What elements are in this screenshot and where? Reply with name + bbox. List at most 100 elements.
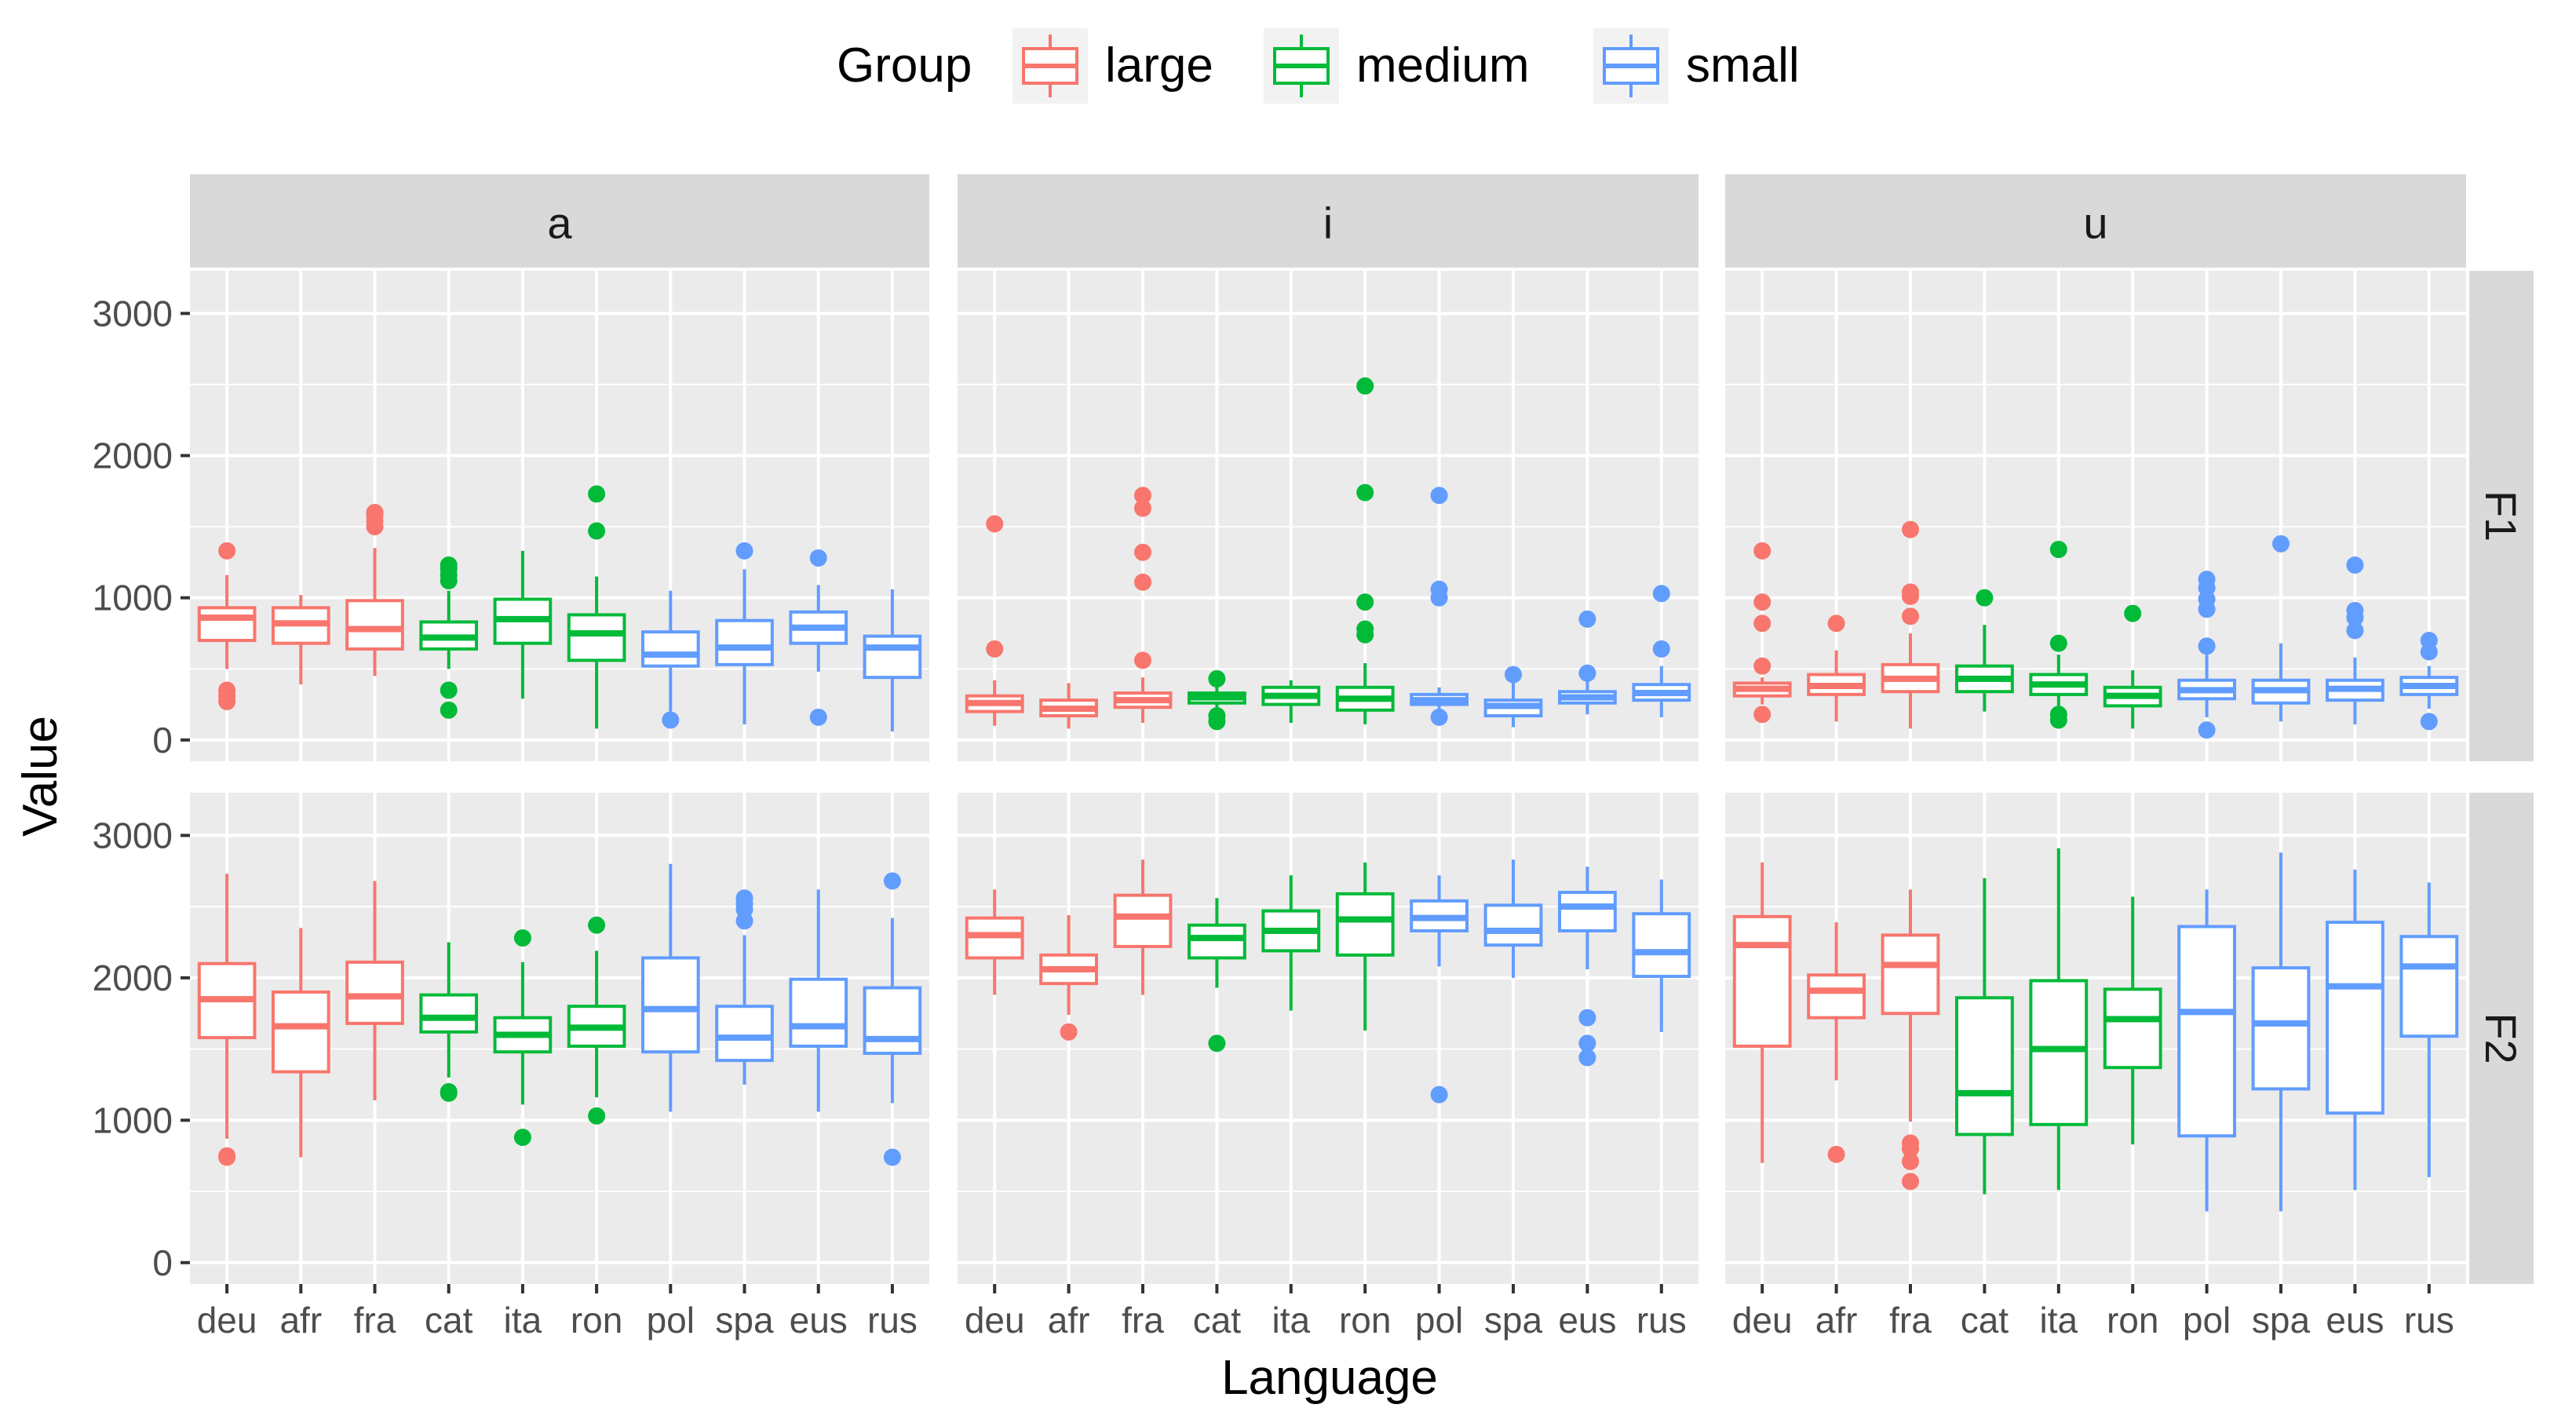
- x-tick-label: ita: [504, 1300, 542, 1341]
- outlier-point: [1902, 1140, 1919, 1158]
- outlier-point: [2049, 711, 2067, 729]
- box-fra: [345, 503, 404, 677]
- x-tick-label: pol: [647, 1300, 695, 1341]
- box-ron: [567, 916, 626, 1125]
- box-pol: [640, 863, 700, 1112]
- box-iqr: [789, 977, 848, 1048]
- outlier-point: [1652, 640, 1670, 658]
- y-tick-label: 0: [152, 720, 173, 761]
- outlier-point: [2124, 604, 2142, 622]
- panel-i-F1: [958, 271, 1698, 761]
- outlier-point: [883, 872, 901, 890]
- panel-background: [190, 271, 929, 761]
- box-pol: [1410, 875, 1469, 1103]
- outlier-point: [2049, 634, 2067, 652]
- outlier-point: [588, 916, 606, 934]
- box-eus: [1558, 866, 1617, 1067]
- x-axis-title: Language: [1221, 1351, 1438, 1405]
- box-afr: [1039, 683, 1098, 729]
- box-ita: [493, 929, 553, 1147]
- box-spa: [715, 889, 774, 1085]
- box-spa: [2251, 852, 2311, 1212]
- box-iqr: [715, 1005, 774, 1063]
- box-iqr: [1807, 973, 1866, 1020]
- x-tick-label: cat: [1961, 1300, 2009, 1341]
- box-ron: [2103, 896, 2162, 1145]
- outlier-point: [2049, 541, 2067, 559]
- facet-strip-F2: [2469, 793, 2534, 1284]
- box-cat: [419, 942, 479, 1102]
- box-iqr: [345, 599, 404, 651]
- legend-key-small: small: [1593, 28, 1800, 104]
- box-ita: [493, 550, 553, 699]
- facet-panels: [190, 271, 2466, 1284]
- panel-u-F1: [1725, 271, 2466, 761]
- outlier-point: [809, 549, 827, 567]
- panel-a-F2: [190, 793, 929, 1284]
- x-tick-label: eus: [790, 1300, 848, 1341]
- box-deu: [197, 874, 257, 1166]
- x-tick-label: eus: [2326, 1300, 2384, 1341]
- box-ron: [567, 485, 626, 729]
- outlier-point: [2420, 643, 2438, 661]
- box-iqr: [567, 613, 626, 662]
- outlier-point: [440, 571, 458, 589]
- box-iqr: [1335, 892, 1395, 957]
- outlier-point: [662, 711, 680, 729]
- y-tick-label: 1000: [93, 578, 173, 618]
- outlier-point: [1827, 615, 1845, 633]
- outlier-point: [2198, 721, 2216, 739]
- box-afr: [271, 928, 330, 1158]
- x-tick-label: deu: [1732, 1300, 1793, 1341]
- outlier-point: [1430, 487, 1448, 505]
- box-ron: [1335, 862, 1395, 1031]
- x-tick-label: rus: [2404, 1300, 2454, 1341]
- x-axis-ticks: deu afr fra cat ita ron pol spa eus rus deu afr fra c…: [197, 1284, 2454, 1341]
- outlier-point: [513, 1129, 531, 1147]
- box-iqr: [2029, 979, 2089, 1126]
- box-iqr: [2326, 921, 2384, 1115]
- x-tick-label: rus: [1636, 1300, 1687, 1341]
- legend-key-medium: medium: [1264, 28, 1530, 104]
- box-iqr: [715, 618, 774, 666]
- x-tick-label: spa: [715, 1300, 774, 1341]
- x-tick-label: ita: [2040, 1300, 2078, 1341]
- x-tick-label: deu: [965, 1300, 1025, 1341]
- box-iqr: [419, 993, 479, 1034]
- box-rus: [2399, 632, 2459, 731]
- outlier-point: [440, 701, 458, 719]
- outlier-point: [2198, 600, 2216, 618]
- y-tick-label: 2000: [93, 958, 173, 998]
- box-rus: [1632, 879, 1691, 1032]
- outlier-point: [1578, 610, 1596, 628]
- y-tick-label: 3000: [93, 815, 173, 855]
- facet-strip-label: u: [2083, 199, 2107, 248]
- box-iqr: [1558, 891, 1617, 933]
- x-tick-label: pol: [1415, 1300, 1463, 1341]
- box-iqr: [1732, 914, 1792, 1048]
- legend-label: small: [1686, 38, 1800, 93]
- outlier-point: [440, 681, 458, 699]
- legend-key-large: large: [1013, 28, 1213, 104]
- facet-strip-F1: [2469, 271, 2534, 761]
- box-eus: [789, 549, 848, 726]
- box-afr: [1807, 615, 1866, 722]
- outlier-point: [1134, 651, 1151, 669]
- outlier-point: [218, 1148, 236, 1166]
- outlier-point: [1753, 593, 1771, 611]
- box-rus: [863, 589, 922, 731]
- outlier-point: [1652, 585, 1670, 603]
- legend: Group large medium small: [837, 28, 1800, 104]
- outlier-point: [1356, 377, 1374, 395]
- outlier-point: [1208, 669, 1226, 688]
- box-rus: [1632, 585, 1691, 717]
- box-eus: [789, 889, 848, 1112]
- outlier-point: [218, 692, 236, 710]
- outlier-point: [1060, 1023, 1078, 1041]
- box-fra: [1881, 889, 1940, 1191]
- x-tick-label: rus: [867, 1300, 918, 1341]
- facet-strip-label: F2: [2476, 1012, 2526, 1063]
- x-tick-label: ron: [571, 1300, 622, 1341]
- outlier-point: [1578, 1034, 1596, 1052]
- y-tick-label: 3000: [93, 293, 173, 334]
